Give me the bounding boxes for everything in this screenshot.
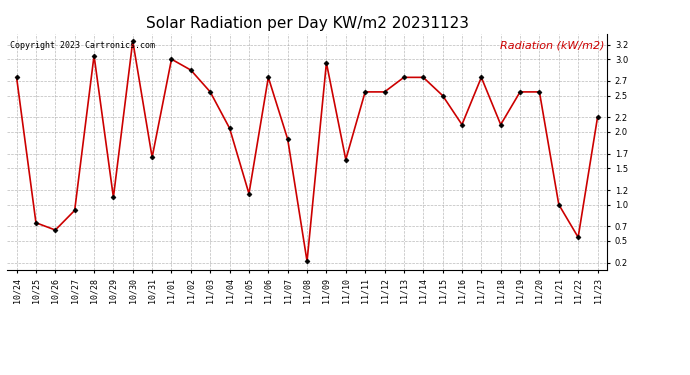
Text: Copyright 2023 Cartronics.com: Copyright 2023 Cartronics.com: [10, 41, 155, 50]
Text: Radiation (kW/m2): Radiation (kW/m2): [500, 41, 604, 51]
Title: Solar Radiation per Day KW/m2 20231123: Solar Radiation per Day KW/m2 20231123: [146, 16, 469, 31]
